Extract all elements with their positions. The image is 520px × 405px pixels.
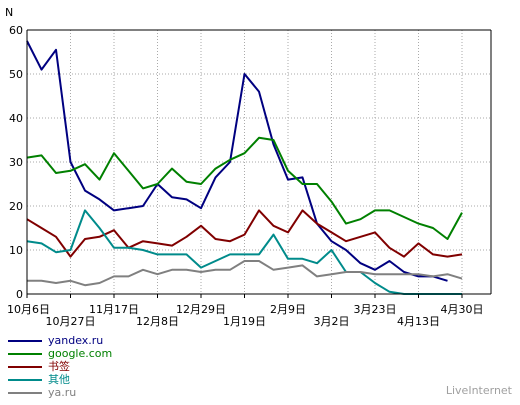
legend-swatch: [8, 366, 42, 368]
x-tick-label: 12月8日: [136, 315, 179, 328]
y-tick-label: 20: [9, 200, 23, 213]
axes: [26, 29, 492, 298]
x-tick-label: 2月9日: [270, 303, 306, 316]
x-tick-label: 11月17日: [89, 303, 139, 316]
legend-label: google.com: [48, 347, 113, 360]
x-tick-label: 10月27日: [46, 315, 96, 328]
x-tick-label: 1月19日: [223, 315, 266, 328]
x-tick-label: 10月6日: [7, 303, 50, 316]
series-lines: [26, 40, 463, 295]
x-tick-label: 12月29日: [176, 303, 226, 316]
series-line-0: [26, 40, 448, 282]
y-axis-label: N: [5, 6, 13, 19]
series-line-2: [26, 209, 463, 258]
legend-swatch: [8, 340, 42, 342]
x-tick-label: 3月23日: [354, 303, 397, 316]
series-line-4: [27, 260, 463, 287]
legend-label: 其他: [48, 373, 70, 386]
series-line-1: [26, 136, 463, 240]
x-tick-label: 4月13日: [397, 315, 440, 328]
series-line-3: [26, 209, 462, 295]
x-tick-label: 4月30日: [441, 303, 484, 316]
legend-swatch: [8, 392, 42, 394]
legend-label: 书签: [48, 360, 70, 373]
y-tick-label: 30: [9, 156, 23, 169]
y-tick-label: 0: [16, 288, 23, 301]
y-tick-label: 60: [9, 24, 23, 37]
y-tick-label: 10: [9, 244, 23, 257]
legend-label: yandex.ru: [48, 334, 104, 347]
y-tick-labels: 0 10 20 30 40 50 60: [9, 24, 23, 301]
y-tick-label: 50: [9, 68, 23, 81]
y-tick-label: 40: [9, 112, 23, 125]
legend-swatch: [8, 379, 42, 381]
legend-label: ya.ru: [48, 386, 77, 399]
legend-swatch: [8, 353, 42, 355]
x-tick-label: 3月2日: [314, 315, 350, 328]
watermark: LiveInternet: [445, 384, 512, 397]
